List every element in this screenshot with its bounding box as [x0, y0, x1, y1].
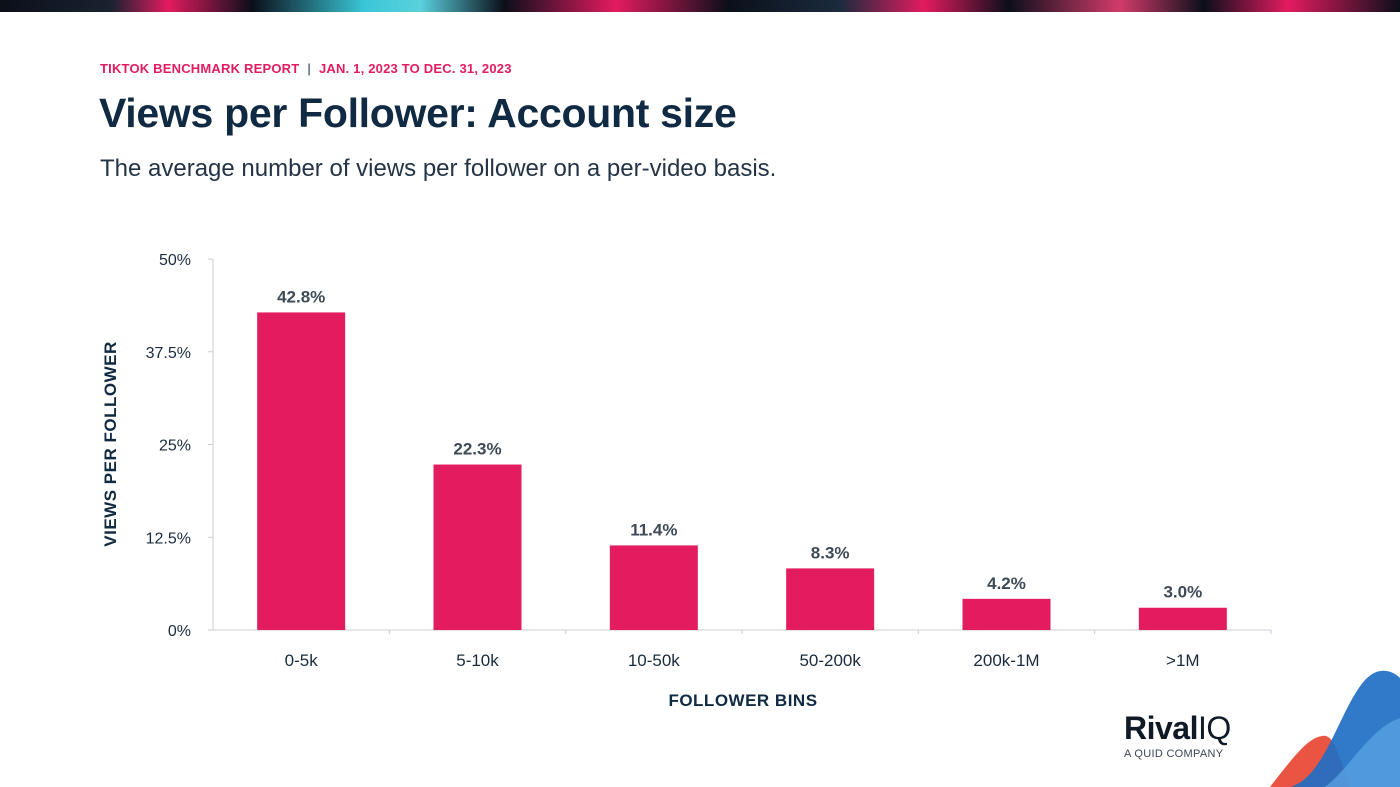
report-name: TIKTOK BENCHMARK REPORT: [100, 61, 300, 76]
bar: [257, 312, 346, 630]
bar-value-label: 22.3%: [453, 440, 501, 459]
y-tick-label: 25%: [159, 438, 191, 455]
chart-axes: [208, 258, 1272, 634]
bar: [609, 545, 698, 630]
kicker-separator: |: [307, 61, 311, 76]
bar: [786, 568, 875, 630]
x-tick-label: 5-10k: [456, 651, 499, 670]
x-tick-label: 50-200k: [799, 651, 861, 670]
logo-tagline: A QUID COMPANY: [1124, 748, 1224, 760]
bar: [962, 598, 1051, 630]
page-title: Views per Follower: Account size: [99, 90, 737, 136]
y-tick-label: 50%: [159, 252, 191, 269]
x-tick-label: 0-5k: [285, 651, 319, 670]
y-tick-label: 0%: [168, 623, 191, 640]
page-subtitle: The average number of views per follower…: [100, 155, 777, 182]
data-labels: 42.8% 22.3% 11.4% 8.3% 4.2% 3.0%: [277, 287, 1202, 601]
y-tick-label: 37.5%: [146, 345, 191, 362]
report-date-range: JAN. 1, 2023 TO DEC. 31, 2023: [318, 61, 512, 76]
bar-value-label: 42.8%: [277, 287, 325, 306]
x-tick-labels: 0-5k 5-10k 10-50k 50-200k 200k-1M >1M: [285, 651, 1200, 670]
bar-value-label: 8.3%: [811, 543, 850, 562]
x-axis-title: FOLLOWER BINS: [668, 691, 817, 710]
y-tick-label: 12.5%: [146, 530, 191, 547]
y-axis-title: VIEWS PER FOLLOWER: [101, 341, 120, 546]
logo-wordmark: RivalIQ: [1124, 712, 1231, 744]
bar: [433, 464, 522, 630]
y-tick-labels: 0% 12.5% 25% 37.5% 50%: [146, 252, 191, 640]
logo-name-light: IQ: [1197, 710, 1231, 746]
rival-iq-logo: RivalIQ A QUID COMPANY: [1124, 712, 1231, 760]
x-tick-label: 200k-1M: [973, 651, 1039, 670]
brand-wave-graphic: [1270, 670, 1400, 787]
logo-name-bold: Rival: [1124, 710, 1198, 746]
bar: [1138, 607, 1227, 630]
chart-bars: [257, 312, 1227, 630]
x-tick-label: 10-50k: [628, 651, 680, 670]
decorative-top-strip: [0, 0, 1400, 12]
bar-value-label: 11.4%: [630, 520, 677, 539]
report-kicker: TIKTOK BENCHMARK REPORT | JAN. 1, 2023 TO …: [100, 61, 512, 76]
bar-value-label: 3.0%: [1163, 583, 1202, 602]
bar-value-label: 4.2%: [987, 574, 1026, 593]
x-tick-label: >1M: [1166, 651, 1200, 670]
